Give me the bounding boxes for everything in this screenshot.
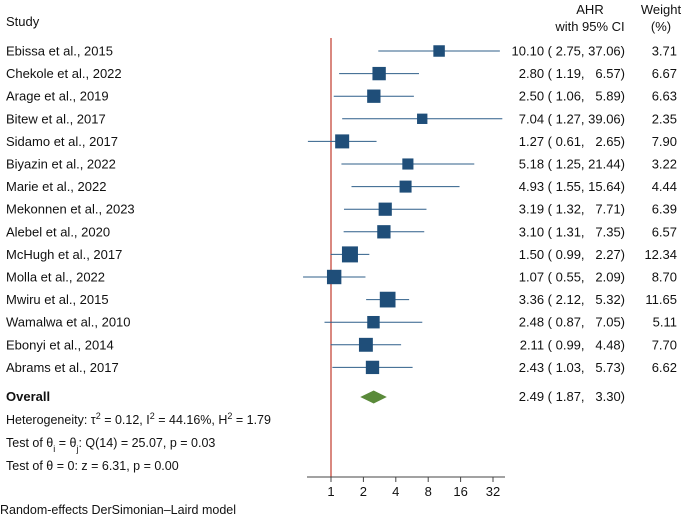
ci-text: 3.10 ( 1.31, 7.35)	[519, 224, 625, 239]
weight-text: 6.57	[652, 224, 677, 239]
ci-text: 4.93 ( 1.55, 15.64)	[519, 179, 625, 194]
study-name: Marie et al., 2022	[6, 179, 106, 194]
ci-text: 2.11 ( 0.99, 4.48)	[520, 337, 625, 352]
ci-text: 10.10 ( 2.75, 37.06)	[512, 44, 625, 59]
weight-text: 5.11	[653, 315, 677, 330]
overall-ci-text: 2.49 ( 1.87, 3.30)	[519, 389, 625, 404]
effect-marker	[358, 337, 373, 352]
ci-text: 1.50 ( 0.99, 2.27)	[519, 247, 625, 262]
effect-marker	[399, 180, 412, 193]
effect-marker	[402, 158, 414, 170]
effect-marker	[433, 45, 445, 57]
ci-text: 5.18 ( 1.25, 21.44)	[519, 157, 625, 172]
heterogeneity-stats: Heterogeneity: τ2 = 0.12, I2 = 44.16%, H…	[6, 411, 271, 427]
weight-text: 12.34	[644, 247, 677, 262]
study-name: McHugh et al., 2017	[6, 247, 122, 262]
weight-text: 6.63	[652, 89, 677, 104]
ci-text: 7.04 ( 1.27, 39.06)	[519, 111, 625, 126]
study-row: Ebonyi et al., 2014 2.11 ( 0.99, 4.48) 7.7…	[6, 337, 677, 352]
weight-text: 6.62	[652, 360, 677, 375]
effect-marker	[365, 360, 380, 375]
weight-text: 3.71	[652, 44, 677, 59]
homogeneity-test: Test of θi = θj: Q(14) = 25.07, p = 0.03	[6, 436, 215, 454]
study-name: Molla et al., 2022	[6, 270, 105, 285]
study-row: Mwiru et al., 2015 3.36 ( 2.12, 5.32) 11.6…	[6, 291, 677, 308]
header-effect-line1: AHR	[576, 2, 603, 17]
ci-text: 1.07 ( 0.55, 2.09)	[519, 270, 625, 285]
ci-text: 2.50 ( 1.06, 5.89)	[519, 89, 625, 104]
effect-test: Test of θ = 0: z = 6.31, p = 0.00	[6, 459, 179, 473]
weight-text: 11.65	[645, 292, 677, 307]
ci-text: 1.27 ( 0.61, 2.65)	[519, 134, 625, 149]
effect-marker	[367, 315, 380, 329]
overall-label: Overall	[6, 389, 50, 404]
effect-marker	[379, 291, 396, 308]
study-name: Mwiru et al., 2015	[6, 292, 109, 307]
weight-text: 2.35	[652, 111, 677, 126]
ci-text: 2.80 ( 1.19, 6.57)	[519, 66, 625, 81]
header-weight-line2: (%)	[651, 19, 671, 34]
model-footer: Random-effects DerSimonian–Laird model	[0, 503, 236, 517]
effect-marker	[417, 113, 428, 124]
study-row: Wamalwa et al., 2010 2.48 ( 0.87, 7.05) 5.…	[6, 315, 677, 330]
study-row: Ebissa et al., 2015 10.10 ( 2.75, 37.06) 3…	[6, 44, 677, 59]
study-row: Abrams et al., 2017 2.43 ( 1.03, 5.73) 6.6…	[6, 360, 677, 375]
weight-text: 3.22	[652, 157, 677, 172]
ci-text: 2.48 ( 0.87, 7.05)	[519, 315, 625, 330]
study-name: Mekonnen et al., 2023	[6, 202, 135, 217]
study-row: Mekonnen et al., 2023 3.19 ( 1.32, 7.71) 6…	[6, 202, 677, 217]
effect-marker	[367, 89, 381, 103]
weight-text: 7.70	[652, 337, 677, 352]
overall-diamond	[360, 390, 387, 404]
ci-text: 3.36 ( 2.12, 5.32)	[519, 292, 625, 307]
x-tick-label: 32	[486, 484, 500, 499]
study-row: Alebel et al., 2020 3.10 ( 1.31, 7.35) 6.5…	[6, 224, 677, 239]
weight-text: 4.44	[652, 179, 677, 194]
study-row: Chekole et al., 2022 2.80 ( 1.19, 6.57) 6.…	[6, 66, 677, 81]
study-row: Sidamo et al., 2017 1.27 ( 0.61, 2.65) 7.9…	[6, 134, 677, 149]
study-name: Ebissa et al., 2015	[6, 44, 113, 59]
x-tick-label: 4	[392, 484, 399, 499]
x-tick-label: 16	[453, 484, 467, 499]
header-effect-line2: with 95% CI	[554, 19, 624, 34]
study-name: Bitew et al., 2017	[6, 111, 106, 126]
x-tick-label: 1	[327, 484, 334, 499]
weight-text: 7.90	[652, 134, 677, 149]
effect-marker	[326, 269, 342, 285]
study-row: Molla et al., 2022 1.07 ( 0.55, 2.09) 8.70	[6, 270, 677, 285]
study-row: McHugh et al., 2017 1.50 ( 0.99, 2.27) 12.…	[6, 246, 677, 263]
statistics: Heterogeneity: τ2 = 0.12, I2 = 44.16%, H…	[6, 411, 271, 473]
ci-text: 3.19 ( 1.32, 7.71)	[519, 202, 625, 217]
column-headers: Study AHR with 95% CI Weight (%)	[6, 2, 681, 34]
header-study: Study	[6, 14, 40, 29]
x-tick-label: 8	[425, 484, 432, 499]
study-name: Biyazin et al., 2022	[6, 157, 116, 172]
study-name: Alebel et al., 2020	[6, 224, 110, 239]
effect-marker	[378, 202, 392, 216]
effect-marker	[341, 246, 358, 263]
effect-marker	[377, 225, 391, 239]
study-name: Arage et al., 2019	[6, 89, 109, 104]
x-tick-label: 2	[360, 484, 367, 499]
weight-text: 6.39	[652, 202, 677, 217]
study-name: Ebonyi et al., 2014	[6, 337, 114, 352]
ci-text: 2.43 ( 1.03, 5.73)	[519, 360, 625, 375]
study-rows: Ebissa et al., 2015 10.10 ( 2.75, 37.06) 3…	[6, 44, 677, 375]
weight-text: 6.67	[652, 66, 677, 81]
study-row: Bitew et al., 2017 7.04 ( 1.27, 39.06) 2.3…	[6, 111, 677, 126]
effect-marker	[372, 66, 386, 81]
header-weight-line1: Weight	[641, 2, 682, 17]
study-name: Abrams et al., 2017	[6, 360, 119, 375]
weight-text: 8.70	[652, 270, 677, 285]
overall-row: Overall 2.49 ( 1.87, 3.30)	[6, 389, 625, 404]
study-name: Wamalwa et al., 2010	[6, 315, 131, 330]
study-name: Sidamo et al., 2017	[6, 134, 118, 149]
study-row: Arage et al., 2019 2.50 ( 1.06, 5.89) 6.63	[6, 89, 677, 104]
study-name: Chekole et al., 2022	[6, 66, 122, 81]
study-row: Biyazin et al., 2022 5.18 ( 1.25, 21.44) 3…	[6, 157, 677, 172]
study-row: Marie et al., 2022 4.93 ( 1.55, 15.64) 4.4…	[6, 179, 677, 194]
effect-marker	[335, 134, 350, 149]
x-axis: 1 2 4 8 16 32	[307, 476, 505, 499]
